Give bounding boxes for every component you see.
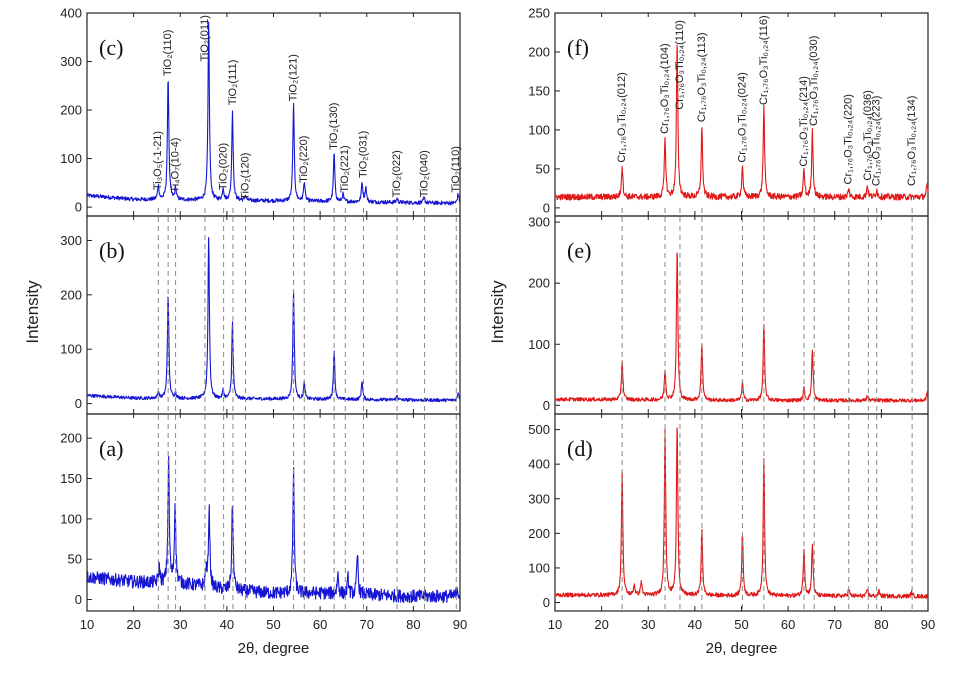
peak-annotation: TiO₂(040): [418, 150, 430, 197]
peak-annotation: TiO₂(220): [298, 136, 310, 183]
x-tick-label: 30: [641, 617, 655, 632]
peak-annotation: Cr₁,₇₆O₃Ti₀,₂₄(024): [736, 72, 748, 162]
y-tick-label: 200: [60, 287, 82, 302]
x-tick-label: 80: [406, 617, 420, 632]
y-tick-label: 100: [528, 560, 550, 575]
panel-frame: [554, 215, 929, 415]
y-tick-label: 150: [60, 471, 82, 486]
y-tick-label: 0: [75, 396, 82, 411]
peak-annotation: TiO₂(121): [287, 54, 299, 101]
y-tick-label: 0: [543, 595, 550, 610]
y-tick-label: 0: [543, 200, 550, 215]
panel-label-b: (b): [99, 238, 125, 263]
peak-annotation: Cr₁,₇₆O₃Ti₀,₂₄(134): [906, 96, 918, 186]
peak-annotation: Cr₁,₇₆O₃Ti₀,₂₄(220): [843, 94, 855, 184]
y-tick-label: 500: [528, 422, 550, 437]
peak-annotation: TiO₂(221): [339, 145, 351, 192]
peak-annotation: TiO₂(130): [328, 103, 340, 150]
y-tick-label: 200: [528, 44, 550, 59]
peak-annotation: Cr₁,₇₆O₃Ti₀,₂₄(104): [659, 43, 671, 133]
y-tick-label: 400: [60, 6, 82, 21]
y-axis-title: Intensity: [488, 280, 507, 344]
y-tick-label: 100: [60, 342, 82, 357]
peak-annotation: TiO₂(110): [162, 30, 174, 76]
panel-frame: [86, 12, 461, 217]
y-tick-label: 300: [528, 491, 550, 506]
x-tick-label: 40: [220, 617, 234, 632]
y-tick-label: 400: [528, 457, 550, 472]
x-tick-label: 80: [874, 617, 888, 632]
peak-annotation: Cr₁,₇₆O₃Ti₀,₂₄(214): [798, 76, 810, 166]
x-tick-label: 30: [173, 617, 187, 632]
xrd-pattern-d: [554, 427, 929, 599]
y-tick-label: 0: [75, 592, 82, 607]
y-tick-label: 200: [528, 276, 550, 291]
peak-annotation: TiO₂(111): [227, 60, 239, 106]
panel-label-a: (a): [99, 436, 123, 461]
x-tick-label: 50: [734, 617, 748, 632]
y-tick-label: 100: [528, 337, 550, 352]
y-tick-label: 300: [60, 54, 82, 69]
y-tick-label: 100: [528, 122, 550, 137]
x-axis-title: 2θ, degree: [238, 640, 310, 657]
x-axis-title: 2θ, degree: [706, 640, 778, 657]
y-tick-label: 200: [60, 103, 82, 118]
y-tick-label: 200: [60, 431, 82, 446]
peak-annotation: TiO₂(020): [218, 143, 230, 190]
y-tick-label: 300: [528, 215, 550, 230]
panel-frame: [86, 413, 461, 612]
y-tick-label: 50: [536, 161, 550, 176]
x-tick-label: 10: [548, 617, 562, 632]
xrd-pattern-f: [554, 44, 929, 201]
y-tick-label: 300: [60, 233, 82, 248]
y-tick-label: 100: [60, 511, 82, 526]
y-tick-label: 200: [528, 526, 550, 541]
panel-frame: [86, 215, 461, 415]
peak-annotation: Cr₁,₇₆O₃Ti₀,₂₄(116): [758, 15, 770, 105]
xrd-pattern-e: [554, 252, 929, 403]
x-tick-label: 60: [313, 617, 327, 632]
panel-label-c: (c): [99, 35, 123, 60]
x-tick-label: 90: [453, 617, 467, 632]
panel-label-d: (d): [567, 436, 593, 461]
x-tick-label: 70: [360, 617, 374, 632]
panel-label-f: (f): [567, 35, 589, 60]
peak-annotation: TiO₂(110): [450, 146, 462, 192]
xrd-pattern-c: [86, 21, 461, 206]
xrd-pattern-a: [86, 455, 461, 604]
peak-annotation: Cr₁,₇₆O₃Ti₀,₂₄(012): [616, 72, 628, 162]
peak-annotation: Cr₁,₇₆O₃Ti₀,₂₄(113): [696, 32, 708, 122]
peak-annotation: TiO₂(011): [199, 15, 211, 61]
y-tick-label: 250: [528, 6, 550, 21]
x-tick-label: 50: [266, 617, 280, 632]
panel-label-e: (e): [567, 238, 591, 263]
y-axis-title: Intensity: [23, 280, 42, 344]
peak-annotation: Cr₁,₇₆O₃Ti₀,₂₄(036): [862, 90, 874, 180]
peak-annotation: Ti₄O₇(10-4): [169, 138, 181, 193]
y-tick-label: 50: [68, 552, 82, 567]
x-tick-label: 70: [828, 617, 842, 632]
y-tick-label: 0: [75, 200, 82, 215]
y-tick-label: 100: [60, 151, 82, 166]
peak-annotation: TiO₂(031): [357, 131, 369, 178]
y-tick-label: 0: [543, 398, 550, 413]
x-tick-label: 90: [921, 617, 935, 632]
x-tick-label: 60: [781, 617, 795, 632]
y-tick-label: 150: [528, 83, 550, 98]
peak-annotation: TiO₂(022): [391, 150, 403, 197]
peak-annotation: Cr₁,₇₆O₃Ti₀,₂₄(110): [674, 20, 686, 110]
xrd-pattern-b: [86, 236, 461, 403]
x-tick-label: 20: [594, 617, 608, 632]
peak-annotation: Cr₁,₇₆O₃Ti₀,₂₄(030): [808, 36, 820, 126]
panel-frame: [554, 413, 929, 612]
peak-annotation: TiO₂(120): [239, 153, 251, 200]
x-tick-label: 40: [688, 617, 702, 632]
peak-annotation: Ti₃O₅(-1-21): [152, 131, 164, 190]
x-tick-label: 20: [126, 617, 140, 632]
peak-annotation: Cr₁,₇₆O₃Ti₀,₂₄(223): [871, 96, 883, 186]
x-tick-label: 10: [80, 617, 94, 632]
